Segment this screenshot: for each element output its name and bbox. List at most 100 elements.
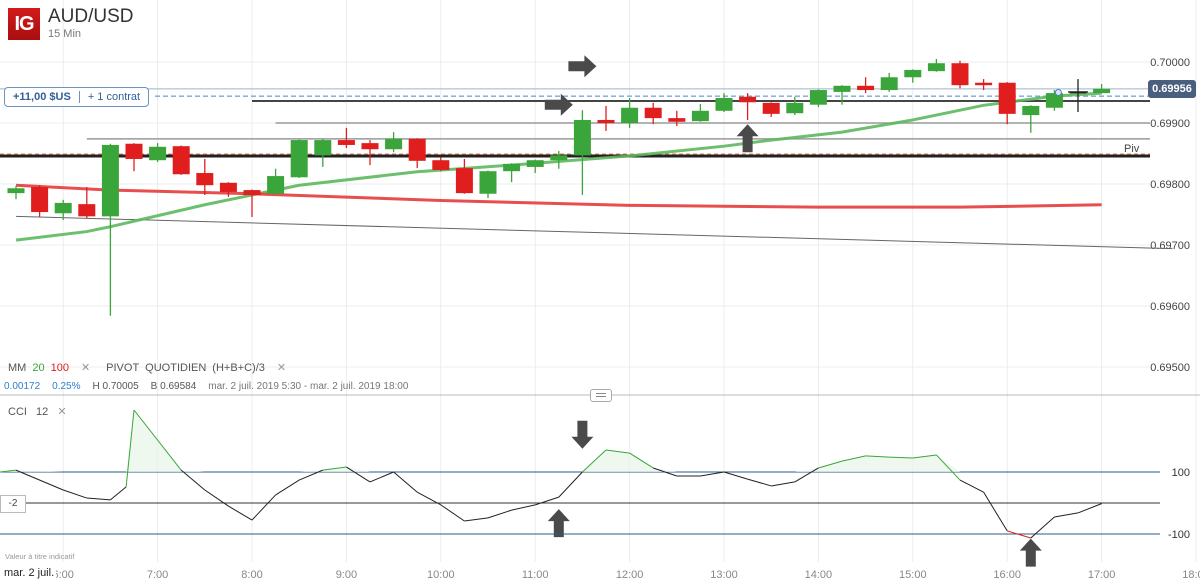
y-tick-label: 0.70000: [1150, 57, 1190, 69]
cci-line-segment: [1054, 512, 1079, 518]
candle-body: [526, 160, 544, 167]
candle-body: [668, 118, 686, 122]
arrow-up-icon: [547, 509, 570, 538]
candle-body: [125, 143, 143, 159]
change-percent: 0.25%: [52, 381, 81, 392]
cci-line-segment: [299, 469, 323, 481]
cci-line-segment: [771, 481, 795, 487]
ig-logo: IG: [8, 8, 40, 40]
ma100-line: [15, 183, 1102, 209]
candle-body: [975, 82, 993, 86]
x-tick-label: 15:00: [899, 569, 927, 581]
cci-line-segment: [180, 469, 206, 491]
high-value: H 0.70005: [92, 381, 139, 392]
cci-tick-label: -100: [1168, 529, 1190, 541]
candle-body: [857, 85, 875, 91]
candle-body: [503, 163, 521, 172]
candle-body: [196, 173, 214, 186]
candle-body: [101, 144, 119, 217]
cci-line-segment: [487, 509, 512, 519]
cci-line-segment: [1007, 530, 1031, 539]
current-price-badge: 0.69956: [1148, 80, 1196, 98]
cci-line-segment: [912, 454, 937, 459]
ma-slow-period[interactable]: 100: [50, 361, 69, 374]
cci-line-segment: [605, 449, 630, 454]
candle-body: [1093, 88, 1111, 94]
cci-legend: CCI 12 ✕: [8, 405, 67, 418]
cci-line-segment: [133, 409, 182, 471]
pivot-type[interactable]: QUOTIDIEN: [145, 361, 207, 374]
cci-period[interactable]: 12: [36, 406, 49, 418]
cci-line-segment: [959, 479, 984, 493]
candle-body: [243, 190, 261, 195]
cci-line-segment: [511, 504, 536, 511]
candle-body: [715, 97, 733, 111]
candle-body: [1045, 93, 1063, 108]
candle-body: [267, 176, 285, 194]
cci-line-segment: [369, 471, 394, 483]
date-range: mar. 2 juil. 2019 5:30 - mar. 2 juil. 20…: [208, 381, 409, 392]
close-icon[interactable]: ✕: [276, 362, 287, 374]
candle-body: [762, 102, 780, 114]
x-tick-label: 14:00: [805, 569, 833, 581]
cci-line-segment: [582, 449, 607, 473]
timeframe-label[interactable]: 15 Min: [48, 28, 82, 40]
cci-line-segment: [653, 467, 677, 477]
cci-line-segment: [110, 486, 127, 501]
candle-body: [786, 102, 804, 114]
arrow-right-icon: [544, 93, 573, 116]
candle-body: [54, 202, 72, 214]
candle-body: [927, 63, 945, 72]
position-tag[interactable]: +11,00 $US + 1 contrat: [4, 87, 150, 107]
x-tick-label: 7:00: [147, 569, 168, 581]
candle-body: [880, 77, 898, 91]
cci-line-segment: [841, 455, 866, 462]
cci-line-segment: [629, 452, 654, 469]
candle-body: [78, 204, 96, 217]
cci-line-segment: [63, 489, 87, 499]
arrow-right-icon: [568, 55, 597, 78]
close-icon[interactable]: ✕: [57, 406, 67, 418]
cci-line-segment: [747, 478, 772, 487]
date-label: mar. 2 juil.: [4, 567, 57, 579]
candle-body: [408, 138, 426, 161]
low-value: B 0.69584: [150, 381, 197, 392]
y-tick-label: 0.69900: [1150, 118, 1190, 130]
panel-resize-handle[interactable]: [590, 389, 612, 402]
ma-label: MM: [8, 361, 27, 374]
change-value: 0.00172: [4, 381, 41, 392]
candle-body: [290, 140, 308, 178]
ma-fast-period[interactable]: 20: [32, 361, 45, 374]
candle-body: [149, 146, 167, 161]
ma-marker-dot: [1054, 89, 1062, 96]
candle-body: [385, 138, 403, 150]
cci-line-segment: [535, 496, 559, 506]
cci-line-segment: [275, 479, 300, 496]
candle-body: [644, 107, 662, 119]
candle-body: [691, 110, 709, 122]
candle-body: [479, 171, 497, 194]
candle-body: [833, 85, 851, 92]
close-icon[interactable]: ✕: [80, 362, 91, 374]
cci-line-segment: [723, 471, 748, 480]
candle-body: [809, 90, 827, 105]
ma20-line: [15, 91, 1102, 242]
cci-line-segment: [228, 505, 253, 521]
pivot-formula[interactable]: (H+B+C)/3: [212, 361, 265, 374]
cci-line-segment: [700, 471, 725, 477]
cci-current-value: -2: [0, 495, 26, 513]
candle-body: [7, 188, 25, 194]
trend-line: [15, 215, 1173, 250]
x-tick-label: 18:00: [1182, 569, 1200, 581]
x-tick-label: 10:00: [427, 569, 455, 581]
candle-body: [739, 96, 757, 103]
candle-body: [1069, 91, 1087, 94]
y-tick-label: 0.69500: [1150, 362, 1190, 374]
instrument-title: AUD/USD: [48, 6, 134, 27]
pivot-tag: Piv: [1124, 143, 1140, 155]
cci-label: CCI: [8, 406, 27, 418]
cci-line-segment: [0, 469, 17, 473]
cci-line-segment: [15, 469, 64, 491]
cci-line-segment: [1077, 503, 1102, 514]
